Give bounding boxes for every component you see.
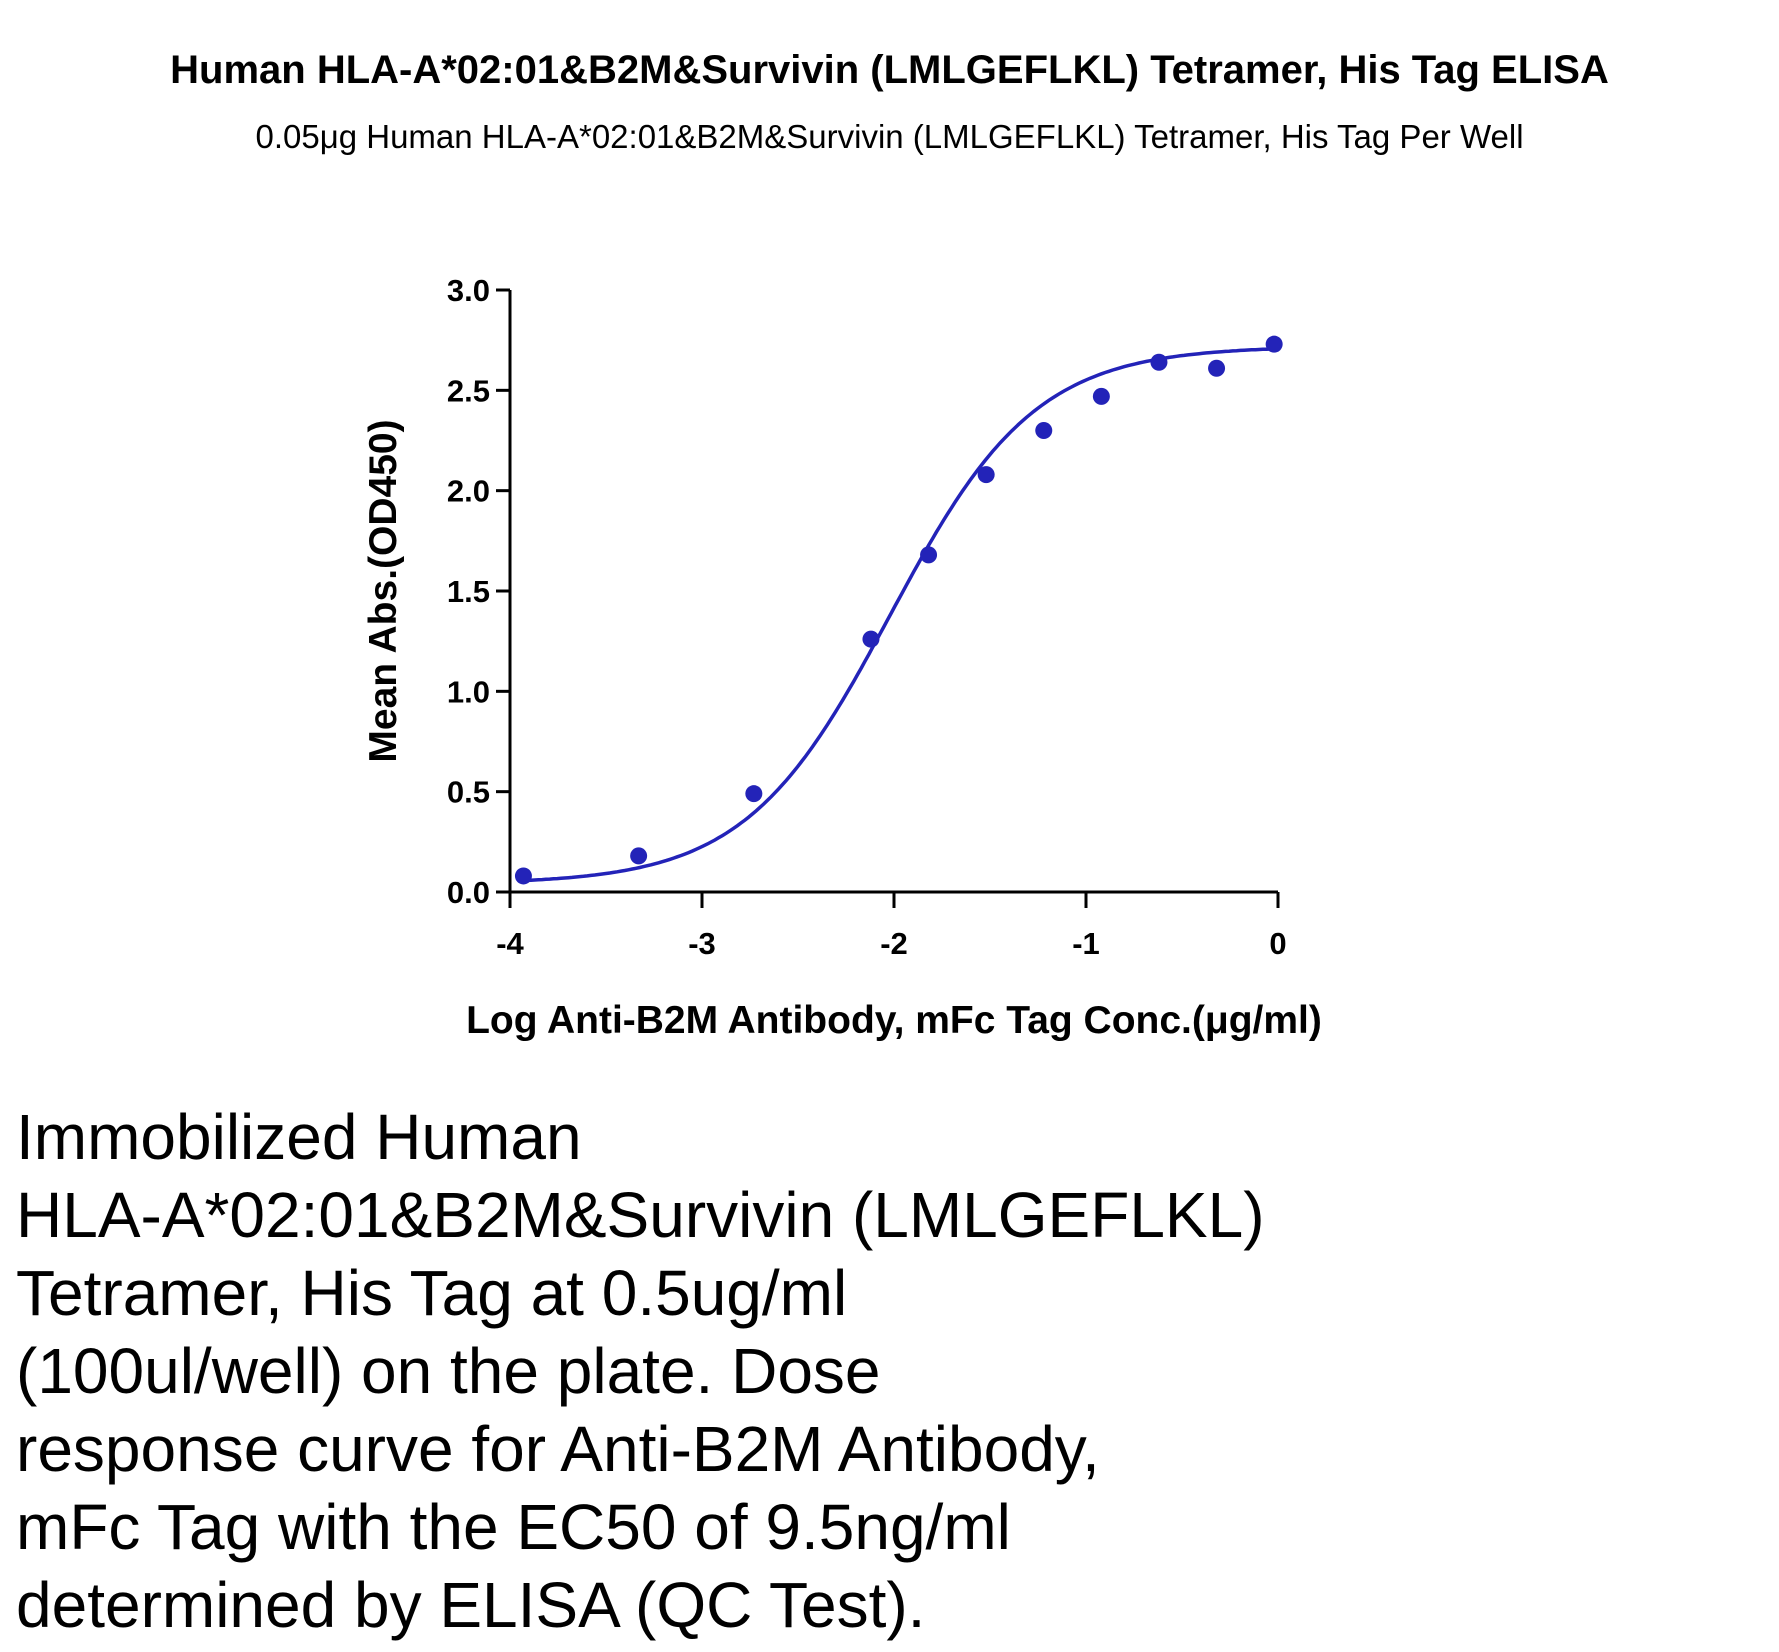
y-tick-label: 2.0 xyxy=(447,474,490,509)
data-point xyxy=(630,847,648,865)
figure-caption: Immobilized Human HLA-A*02:01&B2M&Surviv… xyxy=(16,1098,1416,1644)
data-point xyxy=(1035,421,1053,439)
x-tick-label: 0 xyxy=(1269,926,1286,961)
caption-line: response curve for Anti-B2M Antibody, xyxy=(16,1413,1100,1485)
chart-title: Human HLA-A*02:01&B2M&Survivin (LMLGEFLK… xyxy=(170,48,1609,92)
y-tick-label: 0.0 xyxy=(447,875,490,910)
caption-line: HLA-A*02:01&B2M&Survivin (LMLGEFLKL) xyxy=(16,1179,1265,1251)
x-tick-label: -1 xyxy=(1072,926,1100,961)
data-point xyxy=(1208,359,1226,377)
x-tick-label: -2 xyxy=(880,926,908,961)
data-point xyxy=(862,630,880,648)
y-tick-label: 1.0 xyxy=(447,674,490,709)
y-tick-label: 0.5 xyxy=(447,775,490,810)
data-point xyxy=(1265,335,1283,353)
caption-line: determined by ELISA (QC Test). xyxy=(16,1569,926,1641)
x-tick-label: -4 xyxy=(496,926,524,961)
y-axis-label: Mean Abs.(OD450) xyxy=(362,419,405,762)
chart-subtitle: 0.05μg Human HLA-A*02:01&B2M&Survivin (L… xyxy=(255,118,1524,155)
caption-line: Immobilized Human xyxy=(16,1101,582,1173)
data-point xyxy=(745,785,763,803)
y-tick-label: 3.0 xyxy=(447,273,490,308)
data-point xyxy=(977,466,995,484)
x-axis-label: Log Anti-B2M Antibody, mFc Tag Conc.(μg/… xyxy=(466,999,1322,1042)
data-point xyxy=(920,546,938,564)
elisa-chart: 0.0 0.5 1.0 1.5 2.0 2.5 3.0 -4 -3 -2 -1 0 Log Anti-B… xyxy=(362,273,1322,1042)
x-tick-label: -3 xyxy=(688,926,716,961)
data-point xyxy=(1150,353,1168,371)
fit-curve xyxy=(523,347,1275,883)
data-point xyxy=(1092,387,1110,405)
y-tick-label: 2.5 xyxy=(447,373,490,408)
caption-line: (100ul/well) on the plate. Dose xyxy=(16,1335,881,1407)
caption-line: mFc Tag with the EC50 of 9.5ng/ml xyxy=(16,1491,1011,1563)
caption-line: Tetramer, His Tag at 0.5ug/ml xyxy=(16,1257,848,1329)
data-point xyxy=(514,867,532,885)
y-tick-label: 1.5 xyxy=(447,574,490,609)
